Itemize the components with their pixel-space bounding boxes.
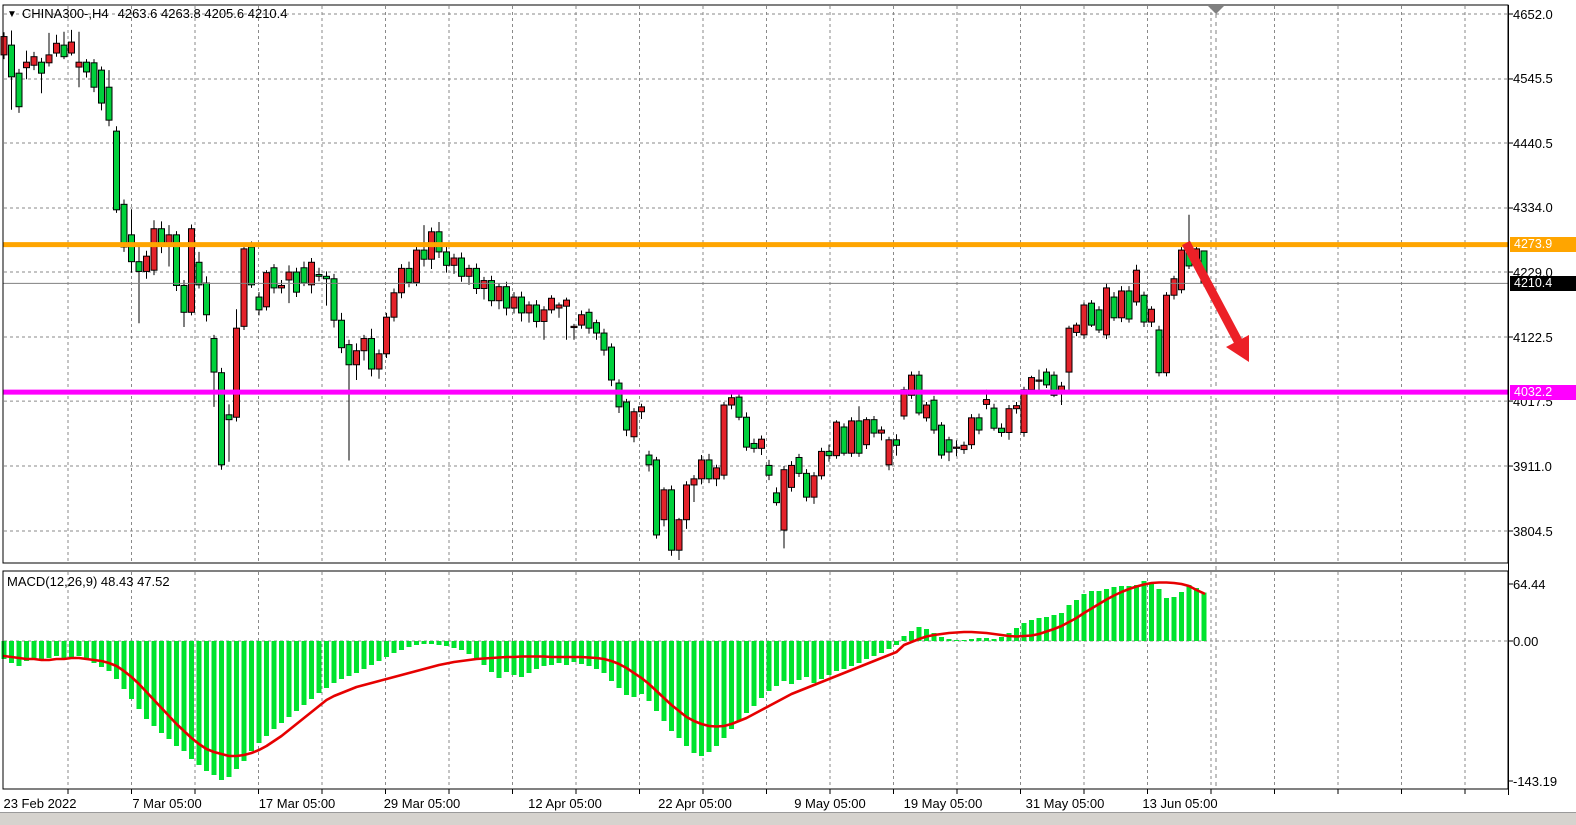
time-axis-label: 7 Mar 05:00 xyxy=(132,796,202,811)
time-axis-label: 22 Apr 05:00 xyxy=(658,796,732,811)
time-axis-label: 13 Jun 05:00 xyxy=(1142,796,1218,811)
price-axis-label: 4440.5 xyxy=(1513,135,1553,151)
status-strip xyxy=(0,812,1576,825)
price-axis-label: 4229.0 xyxy=(1513,264,1553,280)
chart-ohlc-values: 4263.6 4263.8 4205.6 4210.4 xyxy=(117,6,288,21)
panel-borders xyxy=(2,4,1509,795)
time-axis-label: 23 Feb 2022 xyxy=(3,796,77,811)
macd-axis-label: -143.19 xyxy=(1513,773,1558,789)
current-bar-arrow-icon xyxy=(1208,6,1224,14)
down-arrow-annotation xyxy=(1182,240,1249,362)
macd-signal-line xyxy=(2,581,1206,758)
price-axis-label: 4122.5 xyxy=(1513,329,1553,345)
time-axis-label: 29 Mar 05:00 xyxy=(383,796,461,811)
time-axis-label: 17 Mar 05:00 xyxy=(258,796,336,811)
chart-symbol-label: CHINA300-,H4 xyxy=(21,6,109,21)
macd-histogram xyxy=(1,581,1207,780)
time-axis-label: 19 May 05:00 xyxy=(903,796,983,811)
price-axis-label: 4545.5 xyxy=(1513,71,1553,87)
current-bar-marker xyxy=(1208,6,1224,788)
price-axis-label: 4652.0 xyxy=(1513,6,1553,22)
macd-axis-label: 64.44 xyxy=(1513,576,1546,592)
chart-title: ▼ CHINA300-,H4 4263.6 4263.8 4205.6 4210.4 xyxy=(7,6,288,21)
chart-dropdown-icon[interactable]: ▼ xyxy=(7,9,17,20)
price-axis-label: 3804.5 xyxy=(1513,523,1553,539)
macd-axis-label: 0.00 xyxy=(1513,633,1539,649)
price-axis-label: 3911.0 xyxy=(1513,458,1552,474)
price-badge: 4273.9 xyxy=(1510,237,1576,253)
time-axis-label: 12 Apr 05:00 xyxy=(528,796,602,811)
price-level-lines xyxy=(3,242,1508,395)
price-badge: 4210.4 xyxy=(1510,275,1576,291)
price-axis-label: 4334.0 xyxy=(1513,200,1553,216)
time-axis-label: 31 May 05:00 xyxy=(1025,796,1105,811)
candlesticks xyxy=(0,29,1208,560)
price-badge: 4032.2 xyxy=(1510,384,1576,400)
macd-indicator-label: MACD(12,26,9) 48.43 47.52 xyxy=(7,574,170,589)
time-axis-label: 9 May 05:00 xyxy=(794,796,866,811)
